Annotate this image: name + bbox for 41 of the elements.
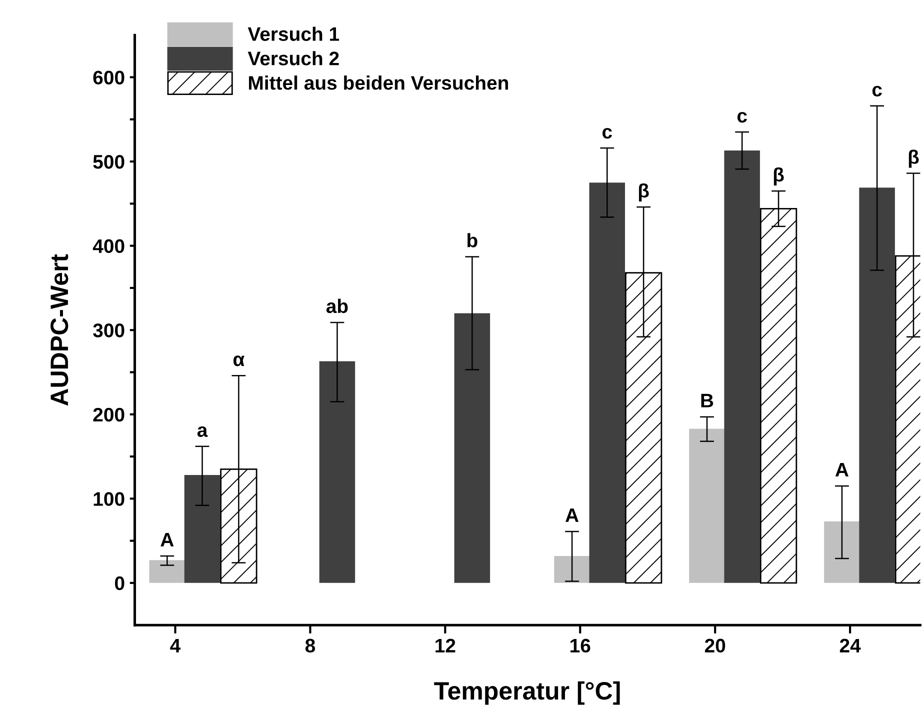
bar [184,475,220,583]
annotation: a [197,426,208,437]
annotation: β [908,150,919,168]
annotation: ab [326,298,348,314]
annotation: α [233,356,244,366]
bar [454,313,490,583]
annotation: c [602,128,612,139]
bar [824,521,860,583]
y-tick-label: 0 [114,576,124,590]
y-tick-label: 500 [93,154,124,169]
bar [554,556,590,583]
annotation: A [565,508,579,522]
bar [149,560,186,583]
y-tick-label: 100 [94,492,124,506]
x-tick-label: 16 [570,638,590,653]
x-tick-label: 24 [840,638,861,652]
annotation: β [638,183,649,202]
y-tick-label: 400 [92,239,124,254]
annotation: c [737,112,747,123]
annotation: B [701,394,714,408]
annotation: A [160,532,174,546]
bar [589,182,626,583]
legend-label: Versuch 1 [248,26,340,41]
y-tick-label: 200 [93,408,124,422]
y-tick-label: 300 [93,324,124,338]
annotation: A [835,463,848,476]
annotation: c [872,86,882,96]
bar [724,150,760,583]
bar [319,361,356,583]
x-tick-label: 8 [305,638,316,653]
annotation: β [774,167,784,186]
x-tick-label: 12 [436,638,456,652]
y-tick-label: 600 [93,70,124,84]
y-axis-title: AUDPC-Wert [50,254,68,406]
annotation: b [468,233,478,248]
x-tick-label: 20 [704,638,726,653]
bar [689,428,725,583]
legend-label: Mittel aus beiden Versuchen [248,75,508,90]
legend-label: Versuch 2 [248,51,339,66]
x-axis-title: Temperatur [°C] [434,681,620,705]
x-tick-label: 4 [170,638,181,652]
